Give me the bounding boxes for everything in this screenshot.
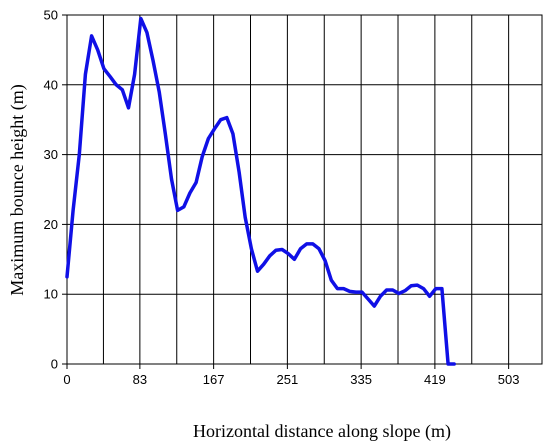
y-axis-title: Maximum bounce height (m)	[7, 84, 28, 295]
x-tick-labels: 0 83 167 251 335 419 503	[63, 372, 519, 387]
ticks	[62, 14, 510, 369]
y-tick-label: 30	[44, 147, 58, 162]
y-tick-label: 0	[51, 357, 58, 372]
x-tick-label: 83	[133, 372, 147, 387]
x-tick-label: 335	[350, 372, 372, 387]
x-tick-label: 503	[498, 372, 520, 387]
y-tick-labels: 0 10 20 30 40 50	[44, 8, 58, 372]
series-line	[65, 16, 456, 366]
x-axis-title: Horizontal distance along slope (m)	[193, 421, 451, 442]
y-tick-label: 40	[44, 77, 58, 92]
x-tick-label: 419	[424, 372, 446, 387]
series-group	[65, 16, 456, 366]
x-tick-label: 251	[277, 372, 299, 387]
plot-frame	[66, 14, 543, 365]
x-tick-label: 0	[63, 372, 70, 387]
x-tick-label: 167	[203, 372, 225, 387]
y-tick-label: 50	[44, 8, 58, 23]
y-tick-label: 20	[44, 217, 58, 232]
y-tick-label: 10	[44, 287, 58, 302]
